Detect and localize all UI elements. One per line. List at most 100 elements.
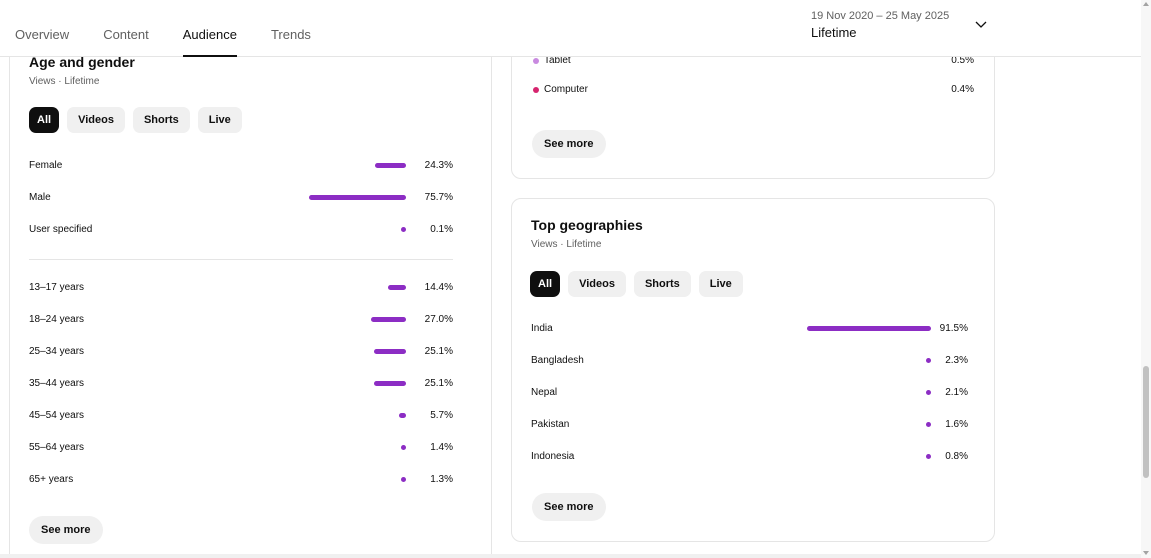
device-label: Tablet xyxy=(544,55,571,66)
list-item: 25–34 years 25.1% xyxy=(29,344,453,360)
date-range-text: 19 Nov 2020 – 25 May 2025 xyxy=(811,10,950,22)
tab-trends[interactable]: Trends xyxy=(270,27,311,42)
geographies-title: Top geographies xyxy=(531,217,643,233)
row-value: 1.3% xyxy=(430,474,453,485)
device-value: 0.4% xyxy=(951,84,974,95)
list-item: 13–17 years 14.4% xyxy=(29,280,453,296)
bottom-strip xyxy=(0,554,1141,558)
list-item: Female 24.3% xyxy=(29,158,453,174)
filter-shorts[interactable]: Shorts xyxy=(633,271,691,297)
device-value: 0.5% xyxy=(951,55,974,66)
row-value: 25.1% xyxy=(424,346,453,357)
percent-bar xyxy=(373,349,406,354)
list-item: 65+ years 1.3% xyxy=(29,472,453,488)
filter-live[interactable]: Live xyxy=(197,107,242,133)
computer-dot-icon xyxy=(533,87,539,93)
percent-bar xyxy=(401,227,406,232)
row-label: Indonesia xyxy=(531,451,575,462)
age-gender-title: Age and gender xyxy=(29,54,135,70)
row-label: Bangladesh xyxy=(531,355,584,366)
row-value: 1.4% xyxy=(430,442,453,453)
filter-all[interactable]: All xyxy=(530,271,561,297)
geographies-filters: All Videos Shorts Live xyxy=(530,271,743,297)
see-more-button[interactable]: See more xyxy=(29,516,103,544)
list-item: Indonesia 0.8% xyxy=(531,449,968,465)
row-label: 65+ years xyxy=(29,474,74,485)
age-gender-filters: All Videos Shorts Live xyxy=(29,107,242,133)
scroll-thumb[interactable] xyxy=(1143,366,1149,478)
percent-bar xyxy=(398,413,406,418)
tab-audience[interactable]: Audience xyxy=(182,0,238,57)
age-gender-subtitle: Views · Lifetime xyxy=(29,76,100,87)
top-header: Overview Content Audience Trends 19 Nov … xyxy=(0,0,1141,57)
row-label: 55–64 years xyxy=(29,442,85,453)
filter-videos[interactable]: Videos xyxy=(67,107,125,133)
vertical-scrollbar[interactable] xyxy=(1141,0,1151,558)
top-geographies-card xyxy=(511,198,995,542)
percent-bar xyxy=(401,477,406,482)
list-item: Nepal 2.1% xyxy=(531,385,968,401)
filter-live[interactable]: Live xyxy=(698,271,743,297)
filter-shorts[interactable]: Shorts xyxy=(132,107,190,133)
filter-videos[interactable]: Videos xyxy=(568,271,626,297)
row-label: 25–34 years xyxy=(29,346,85,357)
date-range-label: Lifetime xyxy=(811,25,857,40)
list-item: 45–54 years 5.7% xyxy=(29,408,453,424)
percent-bar xyxy=(371,317,406,322)
list-item: Bangladesh 2.3% xyxy=(531,353,968,369)
see-more-button[interactable]: See more xyxy=(532,493,606,521)
percent-bar xyxy=(387,285,406,290)
percent-bar xyxy=(401,445,406,450)
list-item: Pakistan 1.6% xyxy=(531,417,968,433)
row-value: 14.4% xyxy=(424,282,453,293)
date-range-dropdown[interactable]: 19 Nov 2020 – 25 May 2025 Lifetime xyxy=(811,10,991,48)
filter-all[interactable]: All xyxy=(29,107,60,133)
row-value: 5.7% xyxy=(430,410,453,421)
row-label: Male xyxy=(29,192,51,203)
row-value: 2.3% xyxy=(945,355,968,366)
row-label: 45–54 years xyxy=(29,410,85,421)
row-value: 1.6% xyxy=(945,419,968,430)
list-item: 18–24 years 27.0% xyxy=(29,312,453,328)
row-value: 0.1% xyxy=(430,224,453,235)
tab-overview[interactable]: Overview xyxy=(15,27,70,42)
row-value: 75.7% xyxy=(424,192,453,203)
percent-bar xyxy=(926,454,931,459)
tablet-dot-icon xyxy=(533,58,539,64)
list-item: 35–44 years 25.1% xyxy=(29,376,453,392)
chevron-down-icon xyxy=(975,21,987,28)
percent-bar xyxy=(806,326,931,331)
percent-bar xyxy=(309,195,406,200)
row-label: Nepal xyxy=(531,387,558,398)
row-label: 13–17 years xyxy=(29,282,85,293)
list-item: India 91.5% xyxy=(531,321,968,337)
list-item: User specified 0.1% xyxy=(29,222,453,238)
geographies-subtitle: Views · Lifetime xyxy=(531,239,602,250)
divider xyxy=(29,259,453,260)
percent-bar xyxy=(926,358,931,363)
row-value: 27.0% xyxy=(424,314,453,325)
scroll-up-icon[interactable] xyxy=(1143,2,1149,6)
tab-content[interactable]: Content xyxy=(103,27,149,42)
list-item: Tablet 0.5% xyxy=(533,53,974,69)
percent-bar xyxy=(926,390,931,395)
row-label: Female xyxy=(29,160,63,171)
row-value: 25.1% xyxy=(424,378,453,389)
row-label: Pakistan xyxy=(531,419,570,430)
list-item: Computer 0.4% xyxy=(533,82,974,98)
list-item: Male 75.7% xyxy=(29,190,453,206)
row-value: 2.1% xyxy=(945,387,968,398)
percent-bar xyxy=(926,422,931,427)
device-label: Computer xyxy=(544,84,588,95)
see-more-button[interactable]: See more xyxy=(532,130,606,158)
row-label: User specified xyxy=(29,224,93,235)
row-label: India xyxy=(531,323,553,334)
percent-bar xyxy=(373,381,406,386)
scroll-down-icon[interactable] xyxy=(1143,551,1149,555)
percent-bar xyxy=(374,163,406,168)
analytics-tabs: Overview Content Audience Trends xyxy=(15,0,345,57)
list-item: 55–64 years 1.4% xyxy=(29,440,453,456)
row-value: 24.3% xyxy=(424,160,453,171)
row-label: 18–24 years xyxy=(29,314,85,325)
row-value: 0.8% xyxy=(945,451,968,462)
